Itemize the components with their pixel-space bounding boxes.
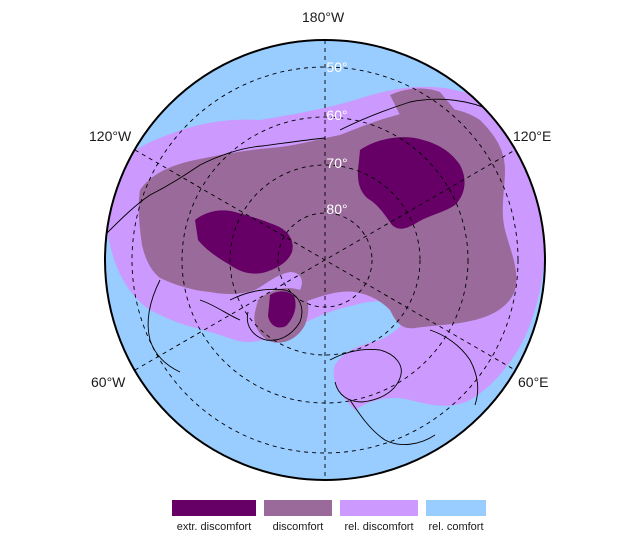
lat-label-80: 80°	[326, 201, 347, 217]
lon-label-60e: 60°E	[518, 374, 549, 390]
legend-label-rel-comfort: rel. comfort	[428, 521, 484, 533]
map-boundary	[104, 39, 546, 481]
legend-item-extr-discomfort: extr. discomfort	[172, 500, 256, 533]
lat-label-70: 70°	[326, 155, 347, 171]
legend-item-rel-discomfort: rel. discomfort	[340, 500, 418, 533]
legend-swatch-rel-comfort	[426, 500, 486, 516]
legend-item-discomfort: discomfort	[264, 500, 332, 533]
lon-label-60w: 60°W	[91, 374, 126, 390]
legend-label-rel-discomfort: rel. discomfort	[344, 521, 414, 533]
graticule	[131, 40, 519, 480]
coastlines	[105, 98, 541, 446]
legend-swatch-discomfort	[264, 500, 332, 516]
lon-label-180w: 180°W	[302, 9, 345, 25]
legend-label-discomfort: discomfort	[272, 521, 324, 533]
legend: extr. discomfort discomfort rel. discomf…	[172, 500, 486, 533]
lon-label-120e: 120°E	[513, 128, 552, 144]
lat-label-60: 60°	[326, 107, 347, 123]
lon-label-120w: 120°W	[89, 128, 132, 144]
extr-discomfort-zone	[195, 137, 465, 328]
legend-label-extr-discomfort: extr. discomfort	[176, 521, 252, 533]
lat-label-50: 50°	[326, 59, 347, 75]
legend-swatch-extr-discomfort	[172, 500, 256, 516]
legend-item-rel-comfort: rel. comfort	[426, 500, 486, 533]
legend-swatch-rel-discomfort	[340, 500, 418, 516]
